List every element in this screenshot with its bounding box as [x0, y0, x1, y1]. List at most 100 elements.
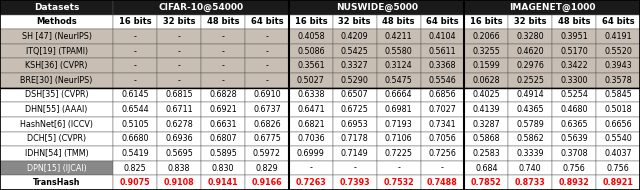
- Bar: [245, 175, 289, 190]
- Text: 0.0628: 0.0628: [472, 76, 500, 85]
- Bar: [157, 59, 201, 73]
- Bar: [289, 44, 333, 59]
- Bar: [333, 146, 377, 161]
- Text: -: -: [441, 164, 444, 173]
- Bar: [596, 161, 640, 175]
- Bar: [113, 161, 157, 175]
- Bar: [377, 161, 420, 175]
- Text: 0.684: 0.684: [475, 164, 498, 173]
- Text: 0.8921: 0.8921: [603, 178, 634, 187]
- Text: 64 bits: 64 bits: [426, 17, 459, 26]
- Bar: [201, 161, 245, 175]
- Bar: [333, 161, 377, 175]
- Text: 0.6145: 0.6145: [122, 90, 149, 100]
- Bar: [596, 117, 640, 131]
- Bar: [113, 0, 289, 15]
- Text: 0.6828: 0.6828: [209, 90, 237, 100]
- Text: -: -: [178, 47, 180, 56]
- Bar: [333, 117, 377, 131]
- Text: -: -: [397, 164, 400, 173]
- Bar: [113, 15, 157, 29]
- Text: 0.5425: 0.5425: [341, 47, 369, 56]
- Text: 0.7263: 0.7263: [296, 178, 326, 187]
- Text: 0.4620: 0.4620: [516, 47, 544, 56]
- Bar: [289, 175, 333, 190]
- Text: IDHN[54] (TMM): IDHN[54] (TMM): [25, 149, 88, 158]
- Bar: [596, 73, 640, 88]
- Bar: [465, 131, 508, 146]
- Bar: [508, 175, 552, 190]
- Text: 0.6807: 0.6807: [209, 134, 237, 143]
- Text: 0.7106: 0.7106: [385, 134, 412, 143]
- Bar: [596, 29, 640, 44]
- Text: 0.6631: 0.6631: [209, 120, 237, 129]
- Text: 0.3327: 0.3327: [341, 61, 369, 70]
- Bar: [420, 131, 465, 146]
- Text: 0.8733: 0.8733: [515, 178, 546, 187]
- Text: 0.838: 0.838: [168, 164, 191, 173]
- Bar: [113, 146, 157, 161]
- Bar: [113, 29, 157, 44]
- Bar: [377, 131, 420, 146]
- Bar: [113, 44, 157, 59]
- Bar: [245, 102, 289, 117]
- Text: 0.3708: 0.3708: [561, 149, 588, 158]
- Bar: [0, 146, 113, 161]
- Bar: [201, 131, 245, 146]
- Bar: [596, 88, 640, 102]
- Bar: [552, 59, 596, 73]
- Bar: [333, 59, 377, 73]
- Text: -: -: [221, 76, 225, 85]
- Bar: [0, 44, 113, 59]
- Bar: [201, 44, 245, 59]
- Bar: [113, 131, 157, 146]
- Text: DPN[15] (IJCAI): DPN[15] (IJCAI): [27, 164, 86, 173]
- Bar: [157, 73, 201, 88]
- Text: 48 bits: 48 bits: [382, 17, 415, 26]
- Bar: [333, 102, 377, 117]
- Bar: [508, 88, 552, 102]
- Bar: [552, 131, 596, 146]
- Text: Datasets: Datasets: [34, 3, 79, 12]
- Bar: [201, 102, 245, 117]
- Bar: [465, 29, 508, 44]
- Bar: [596, 59, 640, 73]
- Bar: [0, 59, 113, 73]
- Text: 0.4191: 0.4191: [604, 32, 632, 41]
- Bar: [552, 146, 596, 161]
- Text: 0.6910: 0.6910: [253, 90, 281, 100]
- Text: 0.3287: 0.3287: [472, 120, 500, 129]
- Text: -: -: [134, 32, 137, 41]
- Bar: [420, 29, 465, 44]
- Text: 32 bits: 32 bits: [514, 17, 547, 26]
- Text: 0.7056: 0.7056: [429, 134, 456, 143]
- Bar: [201, 29, 245, 44]
- Bar: [245, 146, 289, 161]
- Text: 0.5972: 0.5972: [253, 149, 281, 158]
- Bar: [245, 44, 289, 59]
- Bar: [596, 146, 640, 161]
- Bar: [552, 44, 596, 59]
- Text: 32 bits: 32 bits: [339, 17, 371, 26]
- Bar: [420, 59, 465, 73]
- Bar: [465, 44, 508, 59]
- Bar: [333, 29, 377, 44]
- Bar: [113, 175, 157, 190]
- Bar: [289, 59, 333, 73]
- Text: 48 bits: 48 bits: [207, 17, 239, 26]
- Text: 0.5027: 0.5027: [297, 76, 324, 85]
- Text: 0.9141: 0.9141: [208, 178, 238, 187]
- Bar: [377, 175, 420, 190]
- Bar: [113, 59, 157, 73]
- Text: -: -: [134, 47, 137, 56]
- Text: -: -: [178, 61, 180, 70]
- Bar: [420, 73, 465, 88]
- Text: 0.3578: 0.3578: [604, 76, 632, 85]
- Bar: [465, 88, 508, 102]
- Text: 0.6338: 0.6338: [297, 90, 324, 100]
- Text: 0.6953: 0.6953: [341, 120, 369, 129]
- Text: 0.5540: 0.5540: [604, 134, 632, 143]
- Bar: [157, 102, 201, 117]
- Bar: [113, 102, 157, 117]
- Bar: [333, 15, 377, 29]
